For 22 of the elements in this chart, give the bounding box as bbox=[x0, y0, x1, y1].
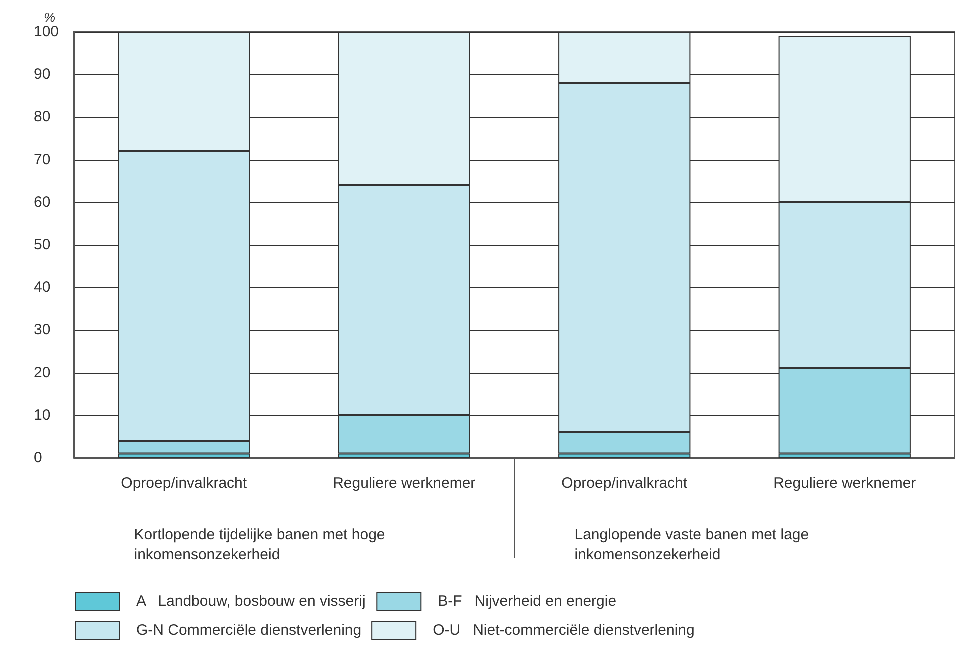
x-tick-label: Reguliere werknemer bbox=[774, 475, 916, 492]
legend-label: G-N Commerciële dienstverlening bbox=[136, 622, 362, 639]
y-tick-label: 50 bbox=[34, 236, 51, 254]
text: Kortlopende tijdelijke banen met hoge inkomensonzekerheid bbox=[134, 526, 390, 564]
y-tick-label: 20 bbox=[34, 364, 51, 382]
y-tick-label: 40 bbox=[34, 279, 51, 296]
legend-label: O-U Niet-commerciële dienstverlening bbox=[433, 622, 695, 639]
legend-label: B-F Nijverheid en energie bbox=[438, 593, 617, 610]
x-tick-label: Oproep/invalkracht bbox=[121, 475, 248, 492]
legend-label: A Landbouw, bosbouw en visserij bbox=[136, 593, 366, 610]
text: Langlopende vaste banen met lage inkomensonzekerheid bbox=[574, 526, 814, 564]
x-tick-label: Oproep/invalkracht bbox=[562, 475, 688, 492]
y-tick-label: 10 bbox=[34, 406, 51, 424]
y-tick-label: 80 bbox=[34, 108, 51, 126]
y-tick-label: 0 bbox=[34, 450, 42, 466]
y-tick-label: 90 bbox=[34, 66, 51, 84]
y-tick-label: 100 bbox=[34, 24, 60, 40]
y-tick-label: 60 bbox=[34, 194, 51, 211]
x-tick-label: Reguliere werknemer bbox=[333, 475, 476, 492]
y-axis-title: % bbox=[44, 10, 56, 25]
y-tick-label: 30 bbox=[34, 322, 51, 339]
y-tick-label: 70 bbox=[34, 151, 51, 168]
